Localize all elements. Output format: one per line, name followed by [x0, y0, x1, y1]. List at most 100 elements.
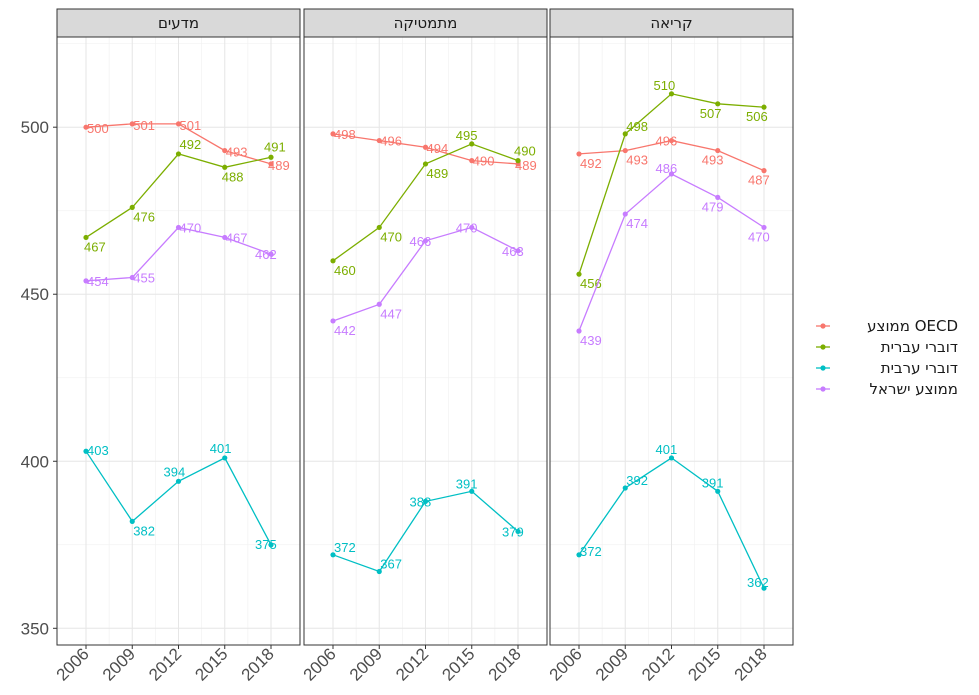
data-point: [222, 455, 228, 461]
data-point: [422, 238, 429, 244]
x-tick-label: 2012: [638, 644, 678, 684]
data-point: [129, 121, 135, 127]
data-point: [175, 121, 182, 127]
data-label: 460: [334, 263, 356, 278]
data-label: 493: [226, 145, 248, 160]
data-label: 467: [84, 239, 106, 254]
data-point: [83, 124, 89, 130]
legend-key-point: [820, 344, 826, 350]
data-label: 506: [746, 109, 768, 124]
x-tick-label: 2018: [485, 644, 525, 684]
data-label: 496: [656, 134, 678, 149]
data-label: 488: [222, 169, 244, 184]
data-point: [761, 104, 767, 110]
data-label: 401: [210, 441, 232, 456]
x-tick-label: 2006: [53, 644, 93, 684]
data-point: [576, 328, 582, 334]
legend-key-point: [820, 386, 826, 392]
data-point: [668, 455, 675, 461]
x-tick-label: 2009: [346, 644, 386, 684]
data-point: [268, 161, 274, 167]
facet-strip: [549, 8, 794, 38]
data-point: [515, 158, 521, 164]
data-label: 392: [626, 473, 648, 488]
x-tick-label: 2006: [546, 644, 586, 684]
legend-label: דוברי עברית: [881, 338, 958, 356]
data-label: 491: [264, 139, 286, 154]
data-point: [668, 91, 675, 97]
series-4: 442 447 466 470 463: [330, 220, 524, 338]
data-point: [715, 194, 721, 200]
data-label: 490: [473, 154, 495, 169]
data-point: [515, 248, 521, 254]
facet-title: קריאה: [650, 14, 692, 32]
data-point: [129, 274, 135, 281]
facet-panel-1: מדעים 500 501 501 493 489 467 476 492 488 491 403 38…: [21, 8, 301, 685]
legend-key-point: [820, 323, 826, 329]
data-label: 474: [626, 216, 648, 231]
data-label: 372: [334, 540, 356, 555]
data-label: 456: [580, 276, 602, 291]
data-label: 391: [702, 475, 724, 490]
data-point: [175, 478, 182, 484]
data-label: 388: [410, 494, 432, 509]
data-point: [129, 204, 135, 210]
data-point: [622, 211, 628, 217]
data-label: 510: [654, 78, 676, 93]
data-point: [175, 151, 182, 157]
data-label: 494: [427, 141, 449, 156]
series-1: 492 493 496 493 487: [576, 134, 770, 188]
data-label: 394: [164, 464, 186, 479]
legend-label: דוברי ערבית: [881, 359, 958, 377]
data-label: 493: [626, 153, 648, 168]
data-label: 496: [380, 134, 402, 149]
data-label: 489: [427, 166, 449, 181]
data-point: [469, 224, 475, 231]
x-tick-label: 2018: [238, 644, 278, 684]
data-label: 467: [226, 230, 248, 245]
data-point: [422, 161, 429, 167]
series-4: 454 455 470 467 462: [83, 220, 277, 289]
facet-title: מדעים: [158, 14, 199, 32]
data-label: 470: [180, 220, 202, 235]
data-label: 391: [456, 476, 478, 491]
data-label: 379: [502, 524, 524, 539]
data-point: [330, 552, 336, 558]
data-point: [83, 278, 89, 284]
x-tick-label: 2009: [99, 644, 139, 684]
legend-key-point: [820, 365, 826, 371]
data-point: [268, 542, 274, 548]
data-point: [222, 147, 228, 154]
data-label: 442: [334, 323, 356, 338]
series-4: 439 474 486 479 470: [576, 161, 770, 348]
data-point: [175, 224, 182, 231]
x-tick-label: 2015: [438, 644, 478, 684]
legend: ממוצע OECD דוברי עברית דוברי ערבית ממוצע יש…: [816, 317, 958, 398]
data-point: [376, 301, 382, 307]
data-label: 439: [580, 333, 602, 348]
data-point: [761, 585, 767, 591]
data-point: [330, 318, 336, 324]
data-label: 382: [133, 523, 155, 538]
data-label: 501: [133, 118, 155, 133]
data-point: [376, 137, 382, 144]
data-label: 462: [255, 247, 277, 262]
data-point: [222, 234, 228, 241]
data-label: 501: [180, 118, 202, 133]
x-tick-label: 2006: [300, 644, 340, 684]
data-label: 470: [380, 229, 402, 244]
legend-item: דוברי ערבית: [816, 359, 958, 377]
data-label: 479: [702, 199, 724, 214]
data-point: [422, 144, 429, 150]
data-point: [761, 168, 767, 174]
data-point: [83, 448, 89, 454]
data-label: 489: [268, 158, 290, 173]
data-point: [268, 251, 274, 257]
x-tick-label: 2012: [392, 644, 432, 684]
data-point: [668, 171, 675, 177]
data-label: 362: [747, 575, 769, 590]
x-tick-label: 2009: [592, 644, 632, 684]
data-label: 463: [502, 244, 524, 259]
series-3: 372 367 388 391 379: [330, 476, 524, 575]
data-label: 493: [702, 153, 724, 168]
